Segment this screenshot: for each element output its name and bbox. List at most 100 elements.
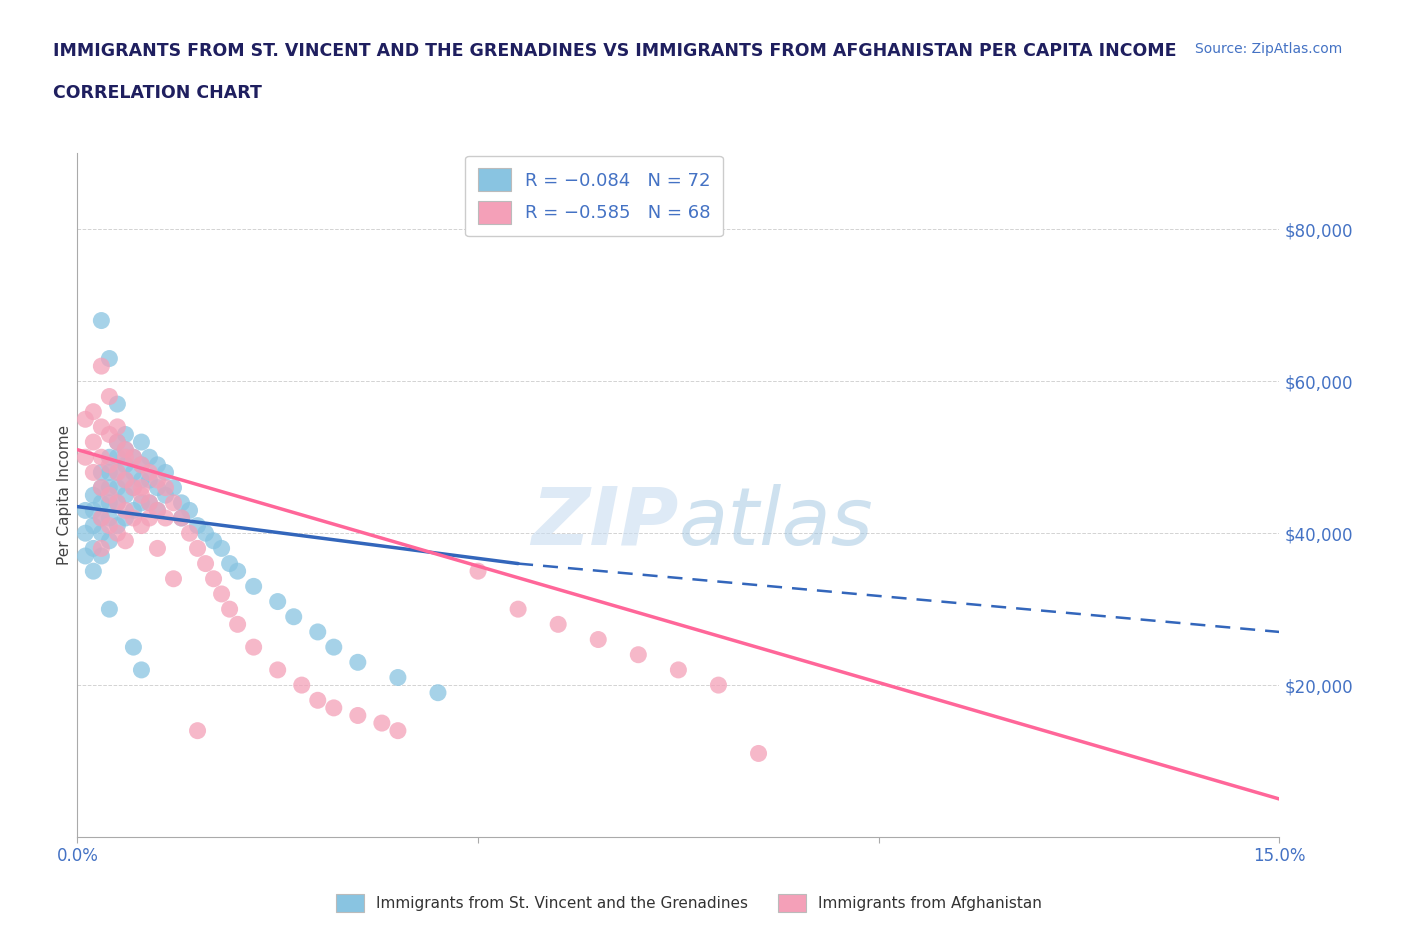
Point (138, 465, 160, 480)
Point (98, 450, 121, 465)
Point (179, 503, 201, 518)
Point (322, 700, 344, 715)
Legend: Immigrants from St. Vincent and the Grenadines, Immigrants from Afghanistan: Immigrants from St. Vincent and the Gren… (330, 888, 1047, 918)
Point (98, 518, 121, 533)
Point (122, 450, 145, 465)
Point (226, 564, 249, 578)
Point (107, 465, 129, 480)
Point (155, 488, 177, 503)
Point (146, 541, 169, 556)
Legend: R = −0.084   N = 72, R = −0.585   N = 68: R = −0.084 N = 72, R = −0.585 N = 68 (465, 155, 723, 236)
Point (194, 556, 217, 571)
Point (82, 405, 104, 419)
Point (75, 525, 97, 540)
Point (138, 496, 160, 511)
Point (146, 503, 169, 518)
Text: IMMIGRANTS FROM ST. VINCENT AND THE GRENADINES VS IMMIGRANTS FROM AFGHANISTAN PE: IMMIGRANTS FROM ST. VINCENT AND THE GREN… (53, 42, 1177, 60)
Point (82, 488, 104, 503)
Point (187, 518, 209, 533)
Point (162, 480, 184, 495)
Text: CORRELATION CHART: CORRELATION CHART (53, 84, 263, 101)
Point (588, 632, 610, 647)
Point (131, 662, 153, 677)
Point (107, 525, 129, 540)
Point (155, 465, 177, 480)
Point (90, 359, 112, 374)
Point (107, 419, 129, 434)
Point (107, 434, 129, 449)
Point (467, 564, 489, 578)
Point (211, 587, 233, 602)
Point (371, 716, 394, 731)
Point (138, 450, 160, 465)
Point (668, 662, 690, 677)
Point (98, 389, 121, 404)
Point (202, 534, 225, 549)
Text: ZIP: ZIP (531, 484, 679, 562)
Point (146, 472, 169, 487)
Point (291, 678, 314, 693)
Point (322, 640, 344, 655)
Point (146, 503, 169, 518)
Point (107, 465, 129, 480)
Point (98, 465, 121, 480)
Point (107, 480, 129, 495)
Point (114, 511, 136, 525)
Point (90, 549, 112, 564)
Point (427, 685, 450, 700)
Point (90, 496, 112, 511)
Point (122, 640, 145, 655)
Point (82, 564, 104, 578)
Point (75, 450, 97, 465)
Point (131, 496, 153, 511)
Point (131, 472, 153, 487)
Point (162, 571, 184, 586)
Point (508, 602, 530, 617)
Point (547, 617, 569, 631)
Point (122, 503, 145, 518)
Point (98, 427, 121, 442)
Point (107, 496, 129, 511)
Point (226, 617, 249, 631)
Point (211, 541, 233, 556)
Point (90, 541, 112, 556)
Point (90, 525, 112, 540)
Point (114, 472, 136, 487)
Point (82, 465, 104, 480)
Text: atlas: atlas (679, 484, 873, 562)
Point (242, 640, 264, 655)
Point (107, 397, 129, 412)
Point (98, 534, 121, 549)
Point (90, 511, 112, 525)
Point (267, 662, 290, 677)
Text: Source: ZipAtlas.com: Source: ZipAtlas.com (1195, 42, 1343, 56)
Point (114, 443, 136, 458)
Point (242, 578, 264, 594)
Point (107, 434, 129, 449)
Point (114, 427, 136, 442)
Point (122, 480, 145, 495)
Point (155, 480, 177, 495)
Point (98, 480, 121, 495)
Point (114, 488, 136, 503)
Point (98, 458, 121, 472)
Point (90, 313, 112, 328)
Point (90, 480, 112, 495)
Point (179, 525, 201, 540)
Point (138, 511, 160, 525)
Point (90, 450, 112, 465)
Point (98, 496, 121, 511)
Point (131, 434, 153, 449)
Point (131, 518, 153, 533)
Point (114, 450, 136, 465)
Point (267, 594, 290, 609)
Point (162, 496, 184, 511)
Point (146, 480, 169, 495)
Point (98, 352, 121, 366)
Point (283, 609, 305, 624)
Point (170, 511, 193, 525)
Point (202, 571, 225, 586)
Point (107, 518, 129, 533)
Point (146, 458, 169, 472)
Point (82, 541, 104, 556)
